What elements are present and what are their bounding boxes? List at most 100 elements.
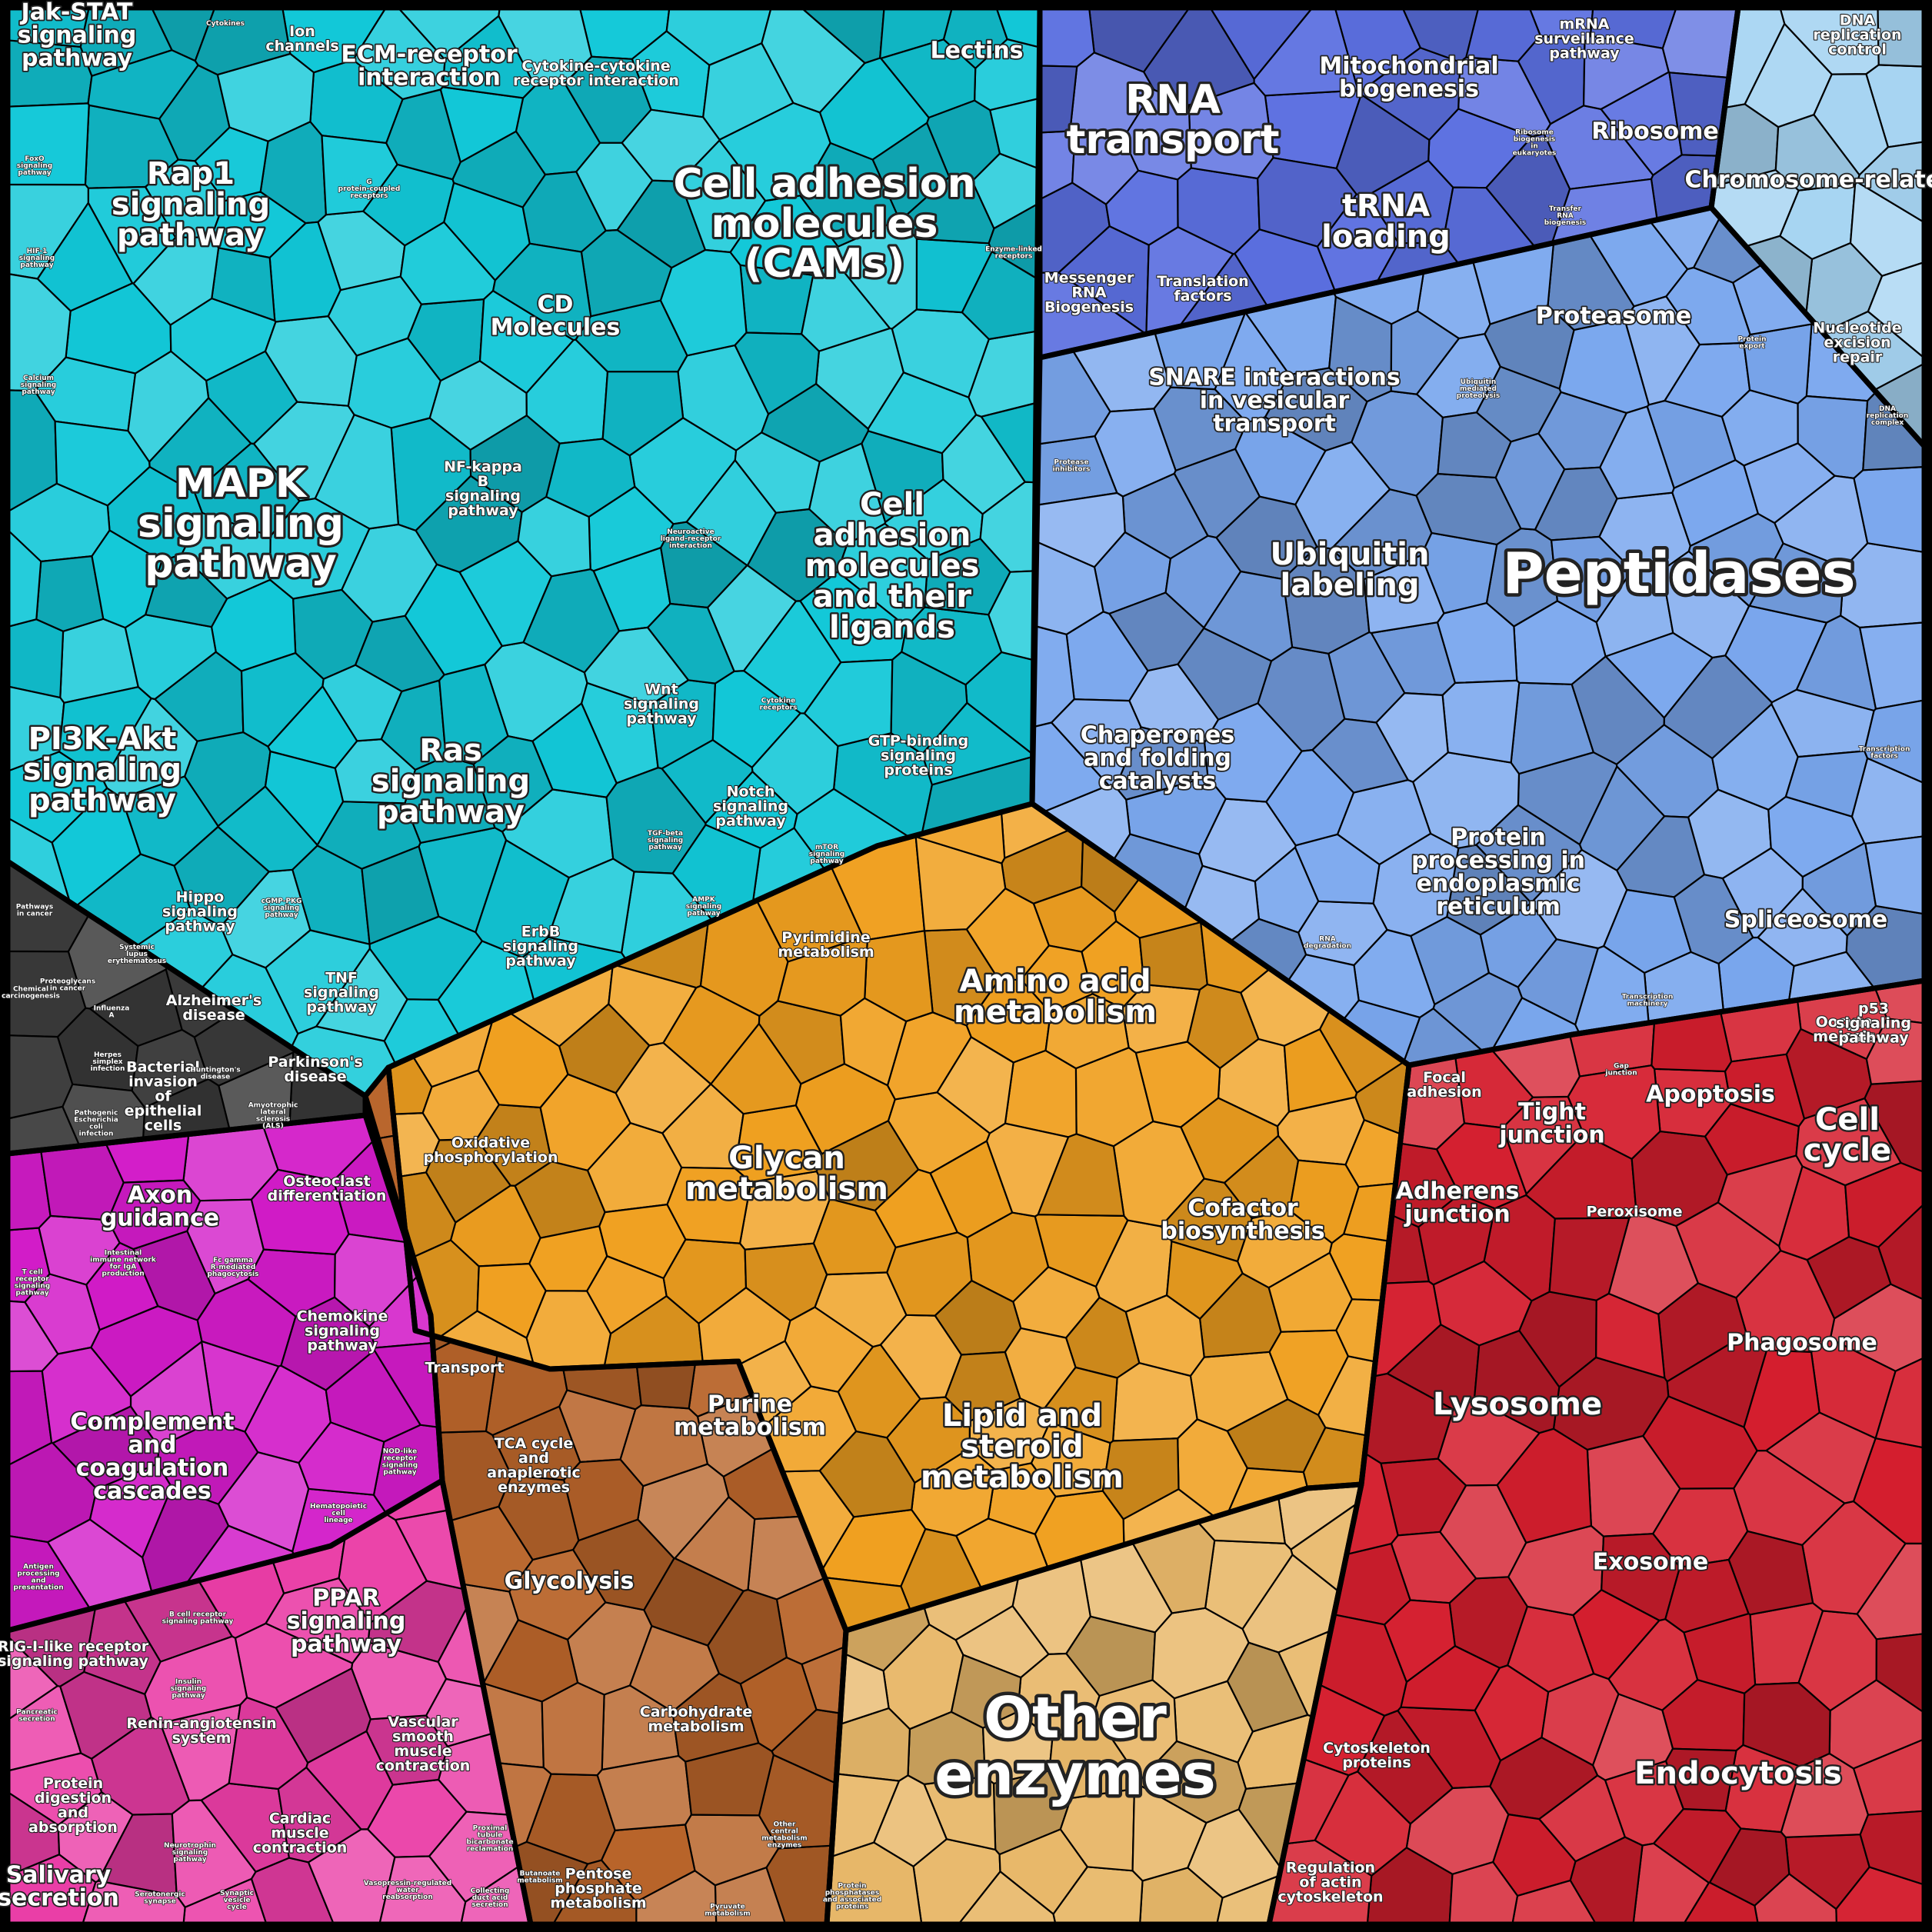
tan-cell (1226, 1641, 1309, 1733)
region-label: Focal adhesion (1407, 1069, 1481, 1101)
region-label: Synaptic vesicle cycle (220, 1890, 254, 1911)
region-label: Chaperones and folding catalysts (1081, 722, 1234, 795)
region-label: Protein processing in endoplasmic reticulum (1411, 824, 1585, 921)
cyan-cell (836, 522, 929, 628)
region-label: p53 signaling pathway (1836, 1001, 1911, 1047)
region-label: Mitochondrial biogenesis (1319, 53, 1498, 103)
magenta-cell (196, 1278, 297, 1367)
region-label: Insulin signaling pathway (171, 1678, 206, 1700)
region-label: Proteoglycans in cancer (40, 978, 95, 993)
cyan-cell (880, 38, 977, 118)
red-cell (1496, 1427, 1592, 1544)
lightblue-cell (1475, 804, 1583, 904)
lightblue-cell (1311, 718, 1409, 794)
region-label: PI3K-Akt signaling pathway (23, 721, 182, 818)
region-label: Transcription machinery (1622, 994, 1674, 1008)
orange-cell (1165, 1240, 1244, 1320)
red-cell (1541, 1673, 1620, 1767)
region-label: RNA degradation (1304, 936, 1351, 951)
cyan-cell (327, 275, 423, 357)
region-label: Collecting duct acid secretion (471, 1887, 510, 1909)
orange-cell (1283, 1028, 1358, 1113)
region-label: Spliceosome (1724, 907, 1887, 934)
region-label: Regulation of actin cytoskeleton (1277, 1860, 1383, 1906)
region-label: Axon guidance (101, 1182, 219, 1232)
lightblue-cell (1432, 971, 1524, 1053)
orange-cell (818, 1430, 916, 1518)
region-label: Oxidative phosphorylation (424, 1134, 558, 1166)
red-cell (1383, 1599, 1456, 1683)
region-label: Protein phosphatases and associated protein… (823, 1883, 881, 1911)
region-label: Antigen processing and presentation (13, 1564, 63, 1592)
region-label: Phagosome (1727, 1330, 1877, 1357)
cyan-cell (264, 750, 345, 846)
region-label: Purine metabolism (674, 1391, 826, 1441)
cyan-cell (54, 420, 151, 507)
region-label: Neurotrophin signaling pathway (164, 1842, 216, 1864)
brown-cell (635, 1362, 697, 1410)
region-label: Cytoskeleton proteins (1323, 1740, 1431, 1771)
cyan-cell (321, 135, 398, 216)
blue-cell (1661, 6, 1740, 79)
pink-cell (228, 1697, 309, 1790)
cyan-cell (443, 182, 531, 281)
tan-cell (1048, 1711, 1141, 1800)
lightblue-cell (1363, 555, 1445, 635)
red-cell (1806, 1236, 1892, 1320)
region-label: Cytokine receptors (760, 698, 798, 712)
region-label: Pathogenic Escherichia coli infection (74, 1110, 118, 1138)
region-label: Exosome (1593, 1549, 1709, 1576)
cyan-cell (661, 739, 754, 824)
lightblue-cell (1720, 389, 1799, 467)
region-label: Protein digestion and absorption (28, 1775, 118, 1836)
region-label: Ribosome biogenesis in eukaryotes (1513, 129, 1557, 158)
cyan-cell (132, 236, 220, 326)
cyan-cell (734, 331, 821, 415)
region-label: HIF-1 signaling pathway (19, 248, 55, 269)
orange-cell (1267, 1251, 1354, 1333)
region-label: Protease inhibitors (1053, 459, 1091, 474)
region-label: Vascular smooth muscle contraction (376, 1714, 471, 1774)
tan-cell (1017, 1652, 1101, 1741)
region-label: Bacterial invasion of epithelial cells (125, 1059, 202, 1134)
red-cell (1548, 1217, 1631, 1301)
region-label: B cell receptor signaling pathway (162, 1611, 234, 1626)
cyan-cell (491, 242, 592, 341)
orange-cell (1180, 1097, 1280, 1184)
region-label: NOD-like receptor signaling pathway (382, 1448, 418, 1477)
region-label: Cytokine-cytokine receptor interaction (513, 58, 679, 89)
cyan-cell (36, 202, 134, 312)
lightblue-cell (1599, 405, 1675, 500)
region-label: Oocyte meiosis (1813, 1014, 1875, 1045)
region-label: RIG-I-like receptor signaling pathway (0, 1638, 149, 1670)
pink-cell (59, 1671, 152, 1760)
orange-cell (985, 1122, 1070, 1217)
treemap-cells (6, 6, 1926, 1926)
region-label: Calcium signaling pathway (21, 375, 56, 396)
cyan-cell (194, 126, 269, 202)
region-label: T cell receptor signaling pathway (15, 1269, 50, 1297)
cyan-cell (575, 142, 654, 232)
cyan-cell (321, 664, 403, 742)
region-label: ErbB signaling pathway (503, 924, 578, 970)
region-label: Chemical carcinogenesis (2, 986, 60, 1001)
region-label: Glycolysis (505, 1568, 635, 1595)
region-label: Pyrimidine metabolism (778, 929, 874, 961)
lightblue-cell (1437, 411, 1512, 479)
red-cell (1717, 1154, 1804, 1247)
lightblue-cell (1203, 702, 1303, 803)
region-label: Tight junction (1498, 1099, 1604, 1149)
region-label: ECM-receptor interaction (341, 42, 518, 92)
region-label: Adherens junction (1396, 1178, 1520, 1228)
region-label: mRNA surveillance pathway (1534, 16, 1634, 62)
lightblue-cell (1114, 726, 1209, 801)
region-label: AMPK signaling pathway (686, 896, 721, 918)
lightblue-cell (1390, 310, 1461, 395)
cyan-cell (385, 88, 461, 181)
lightblue-cell (1494, 432, 1566, 531)
region-label: Rap1 signaling pathway (112, 156, 270, 253)
region-label: Neuroactive ligand-receptor interaction (661, 528, 721, 550)
region-label: TGF-beta signaling pathway (648, 830, 683, 851)
